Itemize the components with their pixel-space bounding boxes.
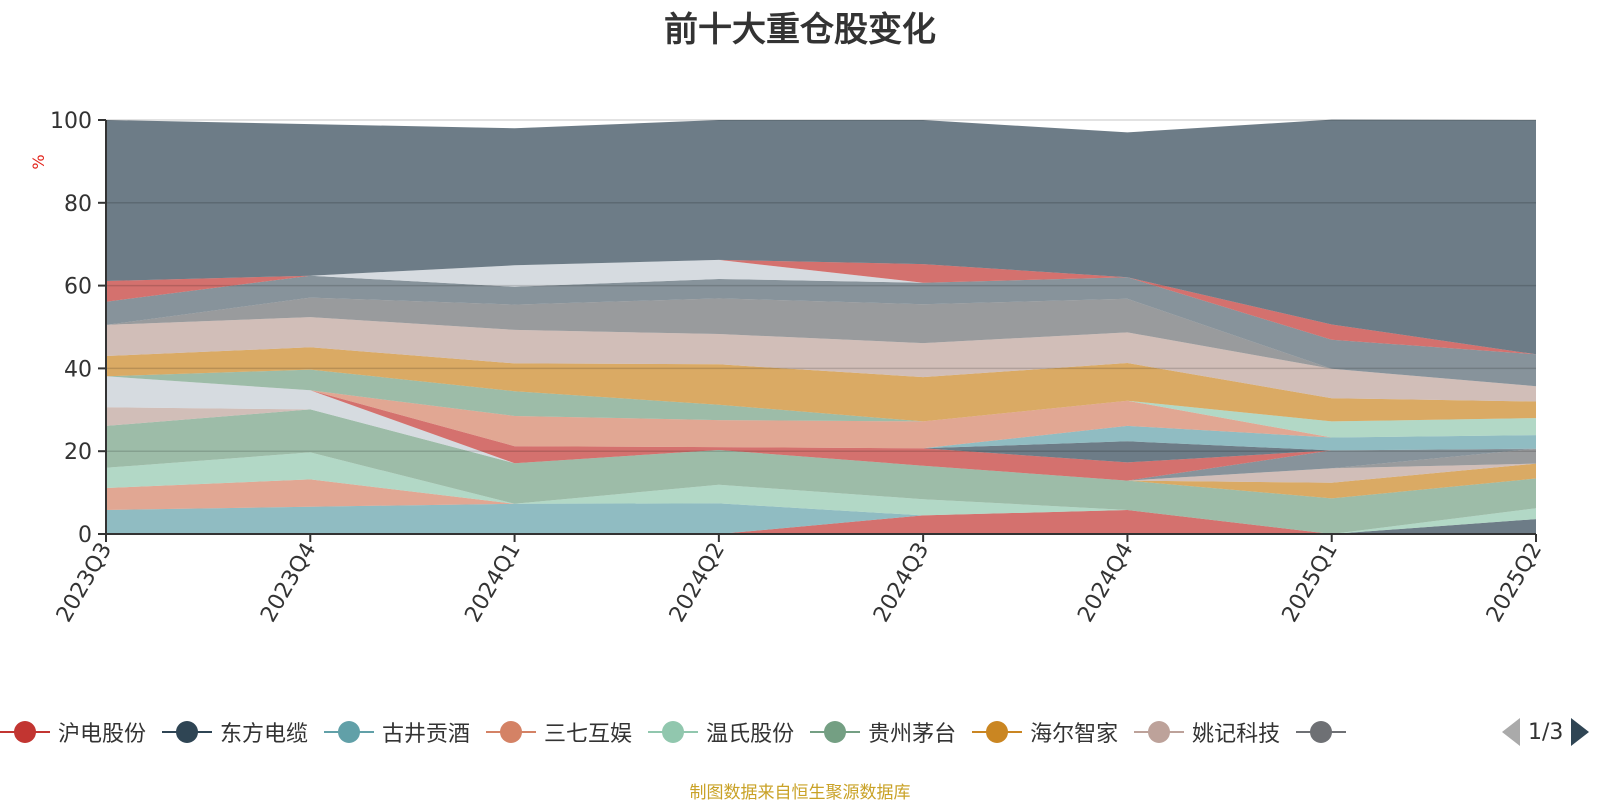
x-tick-label: 2024Q1 [460, 539, 525, 627]
stacked-area-chart: 0 20 40 60 80 100% 2023Q3 2023Q4 2024Q1 2024Q2 202… [29, 109, 1547, 627]
y-tick-label: 100 [50, 109, 92, 134]
legend-item[interactable]: 贵州茅台 [810, 712, 956, 752]
chart-title: 前十大重仓股变化 [664, 10, 936, 50]
legend-item[interactable]: 海尔智家 [972, 712, 1118, 752]
legend-label: 姚记科技 [1192, 722, 1281, 747]
x-tick-label: 2024Q3 [869, 539, 934, 627]
area-series-24[interactable] [106, 119, 1536, 355]
x-tick-label: 2024Q4 [1073, 539, 1138, 627]
area-series-14[interactable] [106, 376, 1536, 451]
legend: 沪电股份 东方电缆 古井贡酒 三七互娱 温氏股份 贵州茅台 海尔智家 姚记科技 [0, 712, 1490, 752]
area-series-2[interactable] [106, 510, 1536, 534]
legend-marker-icon [1296, 712, 1347, 752]
area-series-3[interactable] [106, 503, 1536, 534]
legend-label: 贵州茅台 [868, 722, 957, 747]
legend-label: 三七互娱 [544, 722, 633, 747]
area-series-1[interactable] [106, 510, 1536, 534]
x-tick-label: 2023Q4 [256, 539, 321, 627]
area-series-8[interactable] [106, 407, 1536, 483]
x-tick-label: 2025Q1 [1278, 539, 1343, 627]
legend-label: 古井贡酒 [382, 722, 471, 747]
legend-marker-icon [486, 712, 537, 752]
legend-item[interactable]: 东方电缆 [162, 712, 308, 752]
y-axis-unit-label: % [29, 154, 48, 169]
legend-label: 沪电股份 [58, 722, 147, 747]
grid-layer [106, 119, 1536, 452]
area-series-16[interactable] [106, 376, 1536, 438]
area-series-22[interactable] [106, 259, 1536, 355]
legend-label: 温氏股份 [706, 722, 795, 747]
legend-marker-icon [1134, 712, 1185, 752]
area-series-17[interactable] [106, 369, 1536, 422]
legend-label: 东方电缆 [220, 722, 309, 747]
area-series-5[interactable] [106, 452, 1536, 534]
legend-prev-page-icon[interactable] [1502, 718, 1520, 746]
legend-marker-icon [324, 712, 375, 752]
legend-pager: 1/3 [1498, 712, 1600, 752]
legend-marker-icon [648, 712, 699, 752]
legend-item[interactable]: 三七互娱 [486, 712, 632, 752]
area-series-21[interactable] [106, 275, 1536, 387]
area-series-6[interactable] [106, 409, 1536, 534]
area-series-23[interactable] [106, 259, 1536, 355]
legend-item[interactable]: 沪电股份 [0, 712, 146, 752]
y-tick-label: 20 [64, 440, 92, 465]
legend-marker-icon [0, 712, 50, 752]
legend-item[interactable]: 古井贡酒 [324, 712, 470, 752]
areas-layer [106, 119, 1536, 534]
legend-marker-icon [972, 712, 1023, 752]
legend-item[interactable] [1296, 712, 1354, 752]
area-series-11[interactable] [106, 376, 1536, 481]
y-tick-label: 40 [64, 357, 92, 382]
legend-next-page-icon[interactable] [1571, 718, 1590, 746]
data-source-note: 制图数据来自恒生聚源数据库 [689, 783, 911, 800]
area-series-19[interactable] [106, 317, 1536, 402]
legend-label: 海尔智家 [1030, 722, 1119, 747]
legend-item[interactable]: 姚记科技 [1134, 712, 1280, 752]
y-tick-label: 0 [78, 523, 92, 548]
legend-item[interactable]: 温氏股份 [648, 712, 794, 752]
area-series-18[interactable] [106, 347, 1536, 422]
area-series-20[interactable] [106, 297, 1536, 387]
area-series-7[interactable] [106, 409, 1536, 499]
legend-page-indicator: 1/3 [1528, 719, 1564, 745]
area-series-15[interactable] [106, 376, 1536, 449]
legend-marker-icon [810, 712, 861, 752]
y-tick-label: 60 [64, 275, 92, 300]
y-tick-label: 80 [64, 192, 92, 217]
legend-marker-icon [162, 712, 213, 752]
x-tick-label: 2023Q3 [52, 539, 117, 627]
x-tick-label: 2025Q2 [1482, 539, 1547, 627]
area-series-4[interactable] [106, 479, 1536, 534]
x-tick-label: 2024Q2 [665, 539, 730, 627]
